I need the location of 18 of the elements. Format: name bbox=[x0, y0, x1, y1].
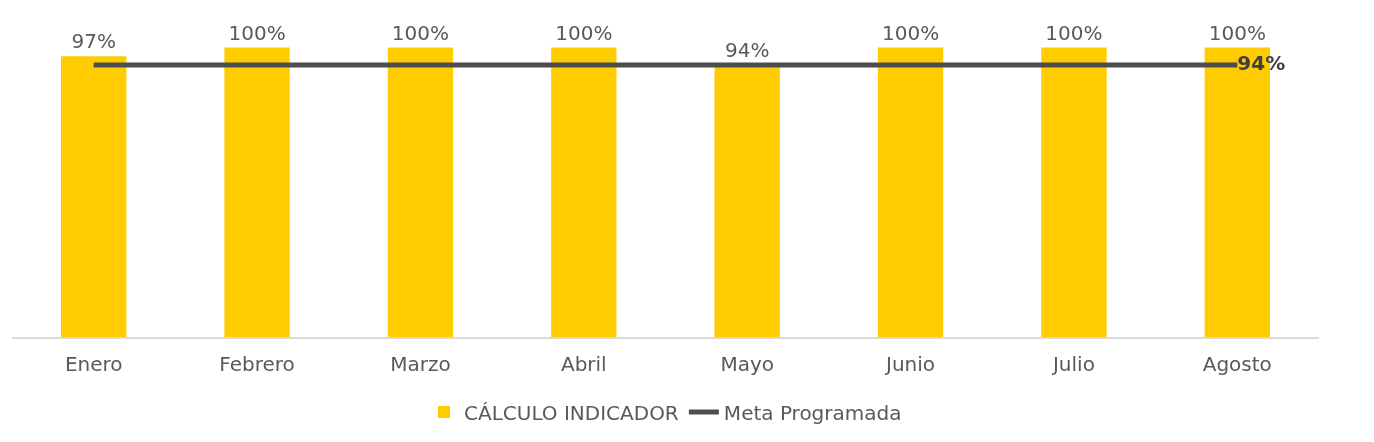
data-label: 97% bbox=[71, 29, 116, 54]
legend-label: Meta Programada bbox=[723, 400, 902, 425]
x-tick-label: Febrero bbox=[219, 351, 295, 376]
x-tick-label: Mayo bbox=[720, 351, 774, 376]
data-label: 100% bbox=[391, 20, 450, 45]
x-tick-label: Marzo bbox=[390, 351, 451, 376]
x-tick-label: Junio bbox=[884, 351, 936, 376]
data-label: 94% bbox=[724, 37, 770, 62]
x-tick-label: Julio bbox=[1050, 351, 1095, 376]
data-label: 100% bbox=[555, 20, 613, 45]
x-tick-label: Enero bbox=[64, 351, 123, 376]
data-label: 100% bbox=[881, 20, 940, 45]
x-tick-label: Agosto bbox=[1202, 351, 1272, 376]
legend-label: CÁLCULO INDICADOR bbox=[464, 400, 679, 425]
data-label: 100% bbox=[1208, 20, 1266, 45]
x-tick-label: Abril bbox=[560, 351, 607, 376]
data-label: 100% bbox=[228, 20, 286, 45]
data-label: 100% bbox=[1045, 20, 1103, 45]
